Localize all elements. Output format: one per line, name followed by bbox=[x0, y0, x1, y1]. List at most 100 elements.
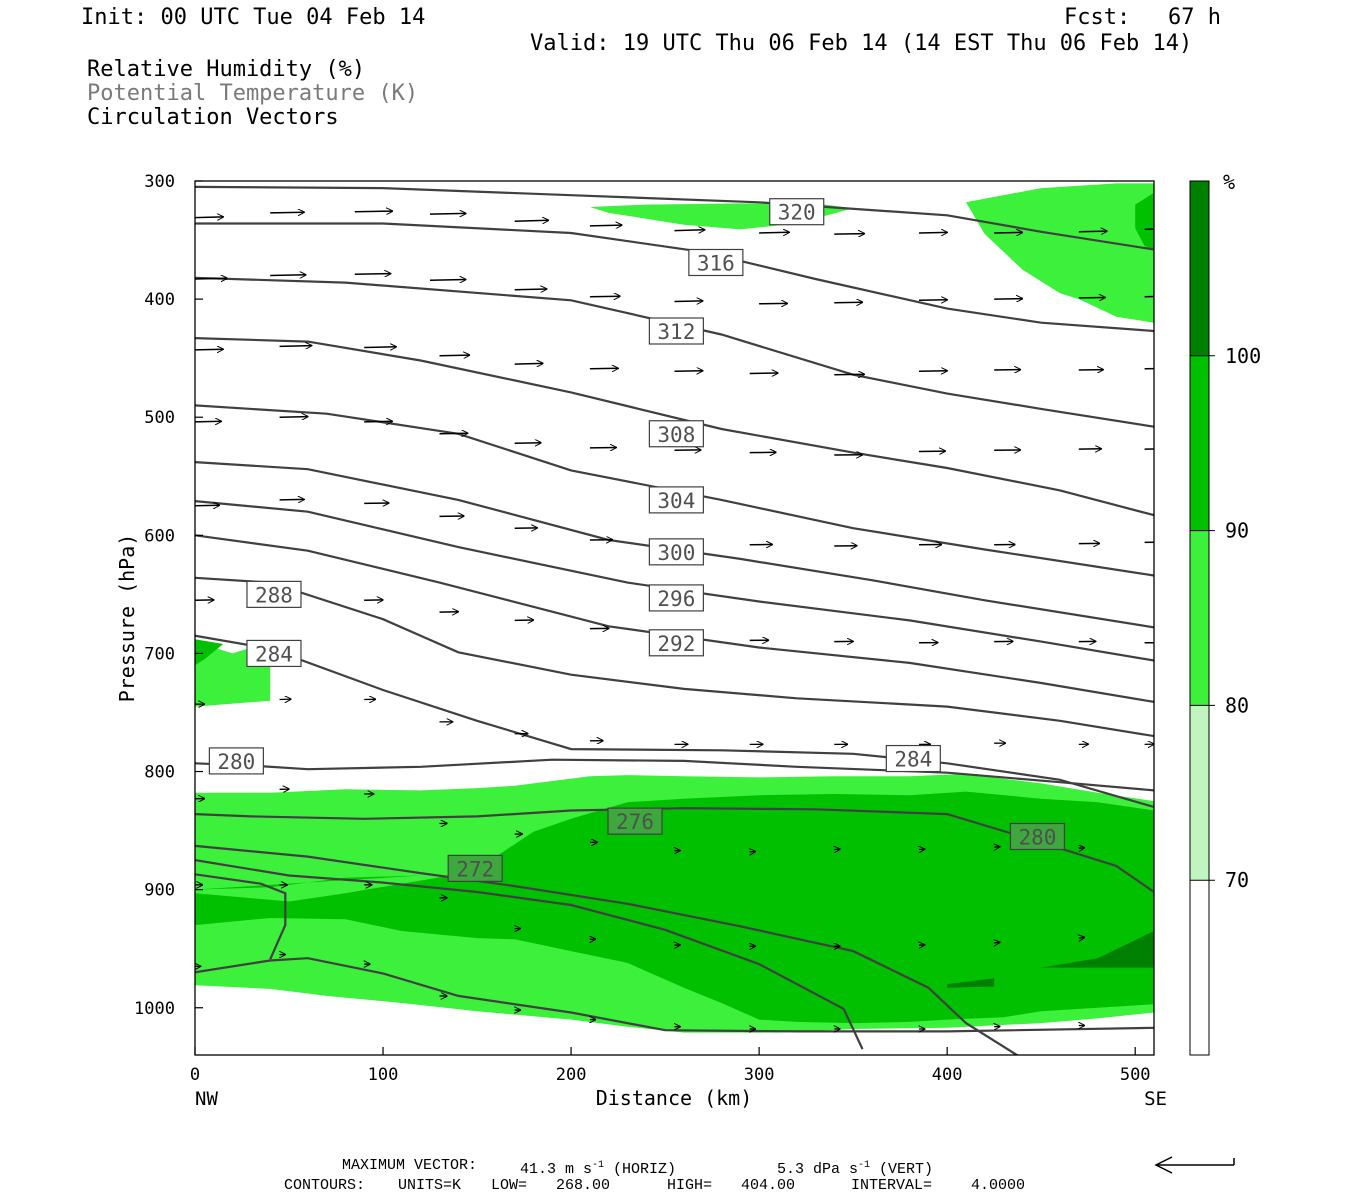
forecast-hours: 67 h bbox=[1168, 5, 1221, 30]
rh-fill-100-5 bbox=[1041, 931, 1154, 968]
vector-arrow bbox=[429, 213, 466, 214]
contour-label-288: 288 bbox=[255, 583, 293, 607]
vector-arrow bbox=[270, 275, 306, 276]
colorbar-level-90: 90 bbox=[1225, 519, 1249, 543]
colorbar-segment bbox=[1190, 705, 1209, 881]
plot-frame bbox=[194, 180, 1155, 1056]
vector-arrow bbox=[364, 347, 396, 348]
colorbar-unit: % bbox=[1223, 170, 1235, 194]
x-tick-label: 100 bbox=[368, 1065, 399, 1085]
horizontal-value: 41.3 m s bbox=[520, 1161, 593, 1178]
vector-arrow bbox=[354, 274, 391, 275]
contour-label-box-316 bbox=[688, 248, 744, 277]
contour-label-box-292 bbox=[648, 629, 704, 657]
contour-label-272: 272 bbox=[456, 857, 494, 881]
x-tick-label: 0 bbox=[190, 1065, 200, 1085]
contour-label-304: 304 bbox=[657, 489, 695, 513]
contour-units: UNITS=K bbox=[398, 1177, 462, 1194]
contour-label-box-280 bbox=[208, 747, 264, 775]
vector-arrow bbox=[514, 289, 547, 290]
contour-label-box-304 bbox=[648, 486, 704, 514]
contour-label-312: 312 bbox=[657, 320, 695, 344]
rh-fill-90-7 bbox=[195, 639, 224, 666]
contour-high-label: HIGH= bbox=[667, 1177, 713, 1194]
vector-arrow bbox=[514, 363, 543, 364]
reference-vector-arrow bbox=[1154, 1156, 1235, 1174]
x-tick-label: 200 bbox=[556, 1065, 587, 1085]
contour-label-box-288 bbox=[246, 580, 302, 608]
rh-fill-90-3 bbox=[195, 875, 421, 890]
vector-arrow bbox=[514, 443, 541, 444]
theta-contour-320 bbox=[195, 185, 1154, 251]
contour-label-284: 284 bbox=[894, 748, 932, 772]
contour-label-300: 300 bbox=[657, 541, 695, 565]
y-tick-label: 300 bbox=[144, 172, 175, 192]
theta-contour-312 bbox=[195, 276, 1154, 428]
rh-fill-90-2 bbox=[195, 791, 1154, 1024]
contour-label-box-308 bbox=[648, 420, 704, 448]
vector-arrow bbox=[994, 299, 1022, 300]
horizontal-unit: (HORIZ) bbox=[613, 1161, 677, 1178]
vector-arrow bbox=[439, 355, 470, 356]
contour-label-296: 296 bbox=[657, 587, 695, 611]
vector-arrow bbox=[918, 300, 947, 301]
vector-arrow bbox=[834, 302, 862, 303]
contour-label-280: 280 bbox=[217, 750, 255, 774]
colorbar-segment bbox=[1190, 880, 1209, 1055]
vector-arrow bbox=[994, 232, 1022, 233]
valid-time: Valid: 19 UTC Thu 06 Feb 14 (14 EST Thu … bbox=[530, 31, 1193, 56]
x-left-direction: NW bbox=[195, 1088, 218, 1110]
vector-arrow bbox=[354, 211, 393, 212]
contour-label-box-284 bbox=[885, 744, 941, 773]
vector-arrow bbox=[279, 417, 308, 418]
vector-arrow bbox=[195, 217, 223, 218]
vector-arrow bbox=[195, 349, 223, 350]
y-axis-label: Pressure (hPa) bbox=[115, 534, 139, 703]
contour-label-308: 308 bbox=[657, 423, 695, 447]
contour-label-box-272 bbox=[447, 854, 503, 882]
contour-label-box-300 bbox=[648, 538, 704, 566]
vector-arrow bbox=[1079, 848, 1085, 849]
y-tick-label: 700 bbox=[144, 644, 175, 664]
rh-fill-80-9 bbox=[966, 183, 1154, 323]
vector-arrow bbox=[364, 421, 392, 422]
humidity-fill-layer bbox=[195, 183, 1154, 1033]
contours-label: CONTOURS: bbox=[284, 1177, 366, 1194]
colorbar: 70 80 90 100% bbox=[1189, 170, 1261, 1056]
vector-arrow bbox=[270, 212, 304, 213]
max-vector-horizontal: 41.3 m s-1 (HORIZ) bbox=[520, 1158, 676, 1178]
init-time: Init: 00 UTC Tue 04 Feb 14 bbox=[81, 5, 426, 30]
theta-contour-284 bbox=[195, 634, 1154, 809]
vector-arrow bbox=[749, 373, 778, 374]
vector-arrow bbox=[918, 232, 947, 233]
x-right-direction: SE bbox=[1144, 1088, 1167, 1110]
contour-label-box-284 bbox=[246, 639, 302, 668]
colorbar-level-100: 100 bbox=[1225, 344, 1261, 368]
theta-contour-272 bbox=[195, 859, 864, 1050]
y-tick-label: 800 bbox=[144, 763, 175, 783]
axis-layer: 300 400 500 600 700 800 900 1000 0 100 200 300 400 50… bbox=[134, 172, 1151, 1085]
vector-arrow bbox=[834, 234, 864, 235]
vector-arrow bbox=[195, 505, 219, 506]
vector-arrow bbox=[279, 499, 305, 500]
contour-label-320: 320 bbox=[778, 201, 816, 225]
contour-label-276: 276 bbox=[616, 810, 654, 834]
max-vector-label: MAXIMUM VECTOR: bbox=[342, 1157, 478, 1174]
theta-contour-280 bbox=[195, 807, 1154, 893]
theta-contour-308 bbox=[195, 337, 1154, 517]
theta-contour-304 bbox=[195, 404, 1154, 577]
contour-label-box-312 bbox=[648, 317, 704, 345]
field-potential-temperature: Potential Temperature (K) bbox=[87, 81, 419, 106]
contour-label-box-280 bbox=[1009, 822, 1066, 851]
field-relative-humidity: Relative Humidity (%) bbox=[87, 57, 366, 82]
theta-contour-line-15 bbox=[195, 873, 287, 960]
contour-label-box-276 bbox=[607, 807, 663, 835]
vector-arrow bbox=[439, 433, 468, 434]
vector-arrow bbox=[589, 225, 622, 226]
y-tick-label: 500 bbox=[144, 408, 175, 428]
exponent-vertical: -1 bbox=[858, 1160, 871, 1171]
contour-label-316: 316 bbox=[697, 251, 735, 275]
theta-contour-line-16 bbox=[195, 957, 1154, 1033]
y-tick-label: 600 bbox=[144, 526, 175, 546]
